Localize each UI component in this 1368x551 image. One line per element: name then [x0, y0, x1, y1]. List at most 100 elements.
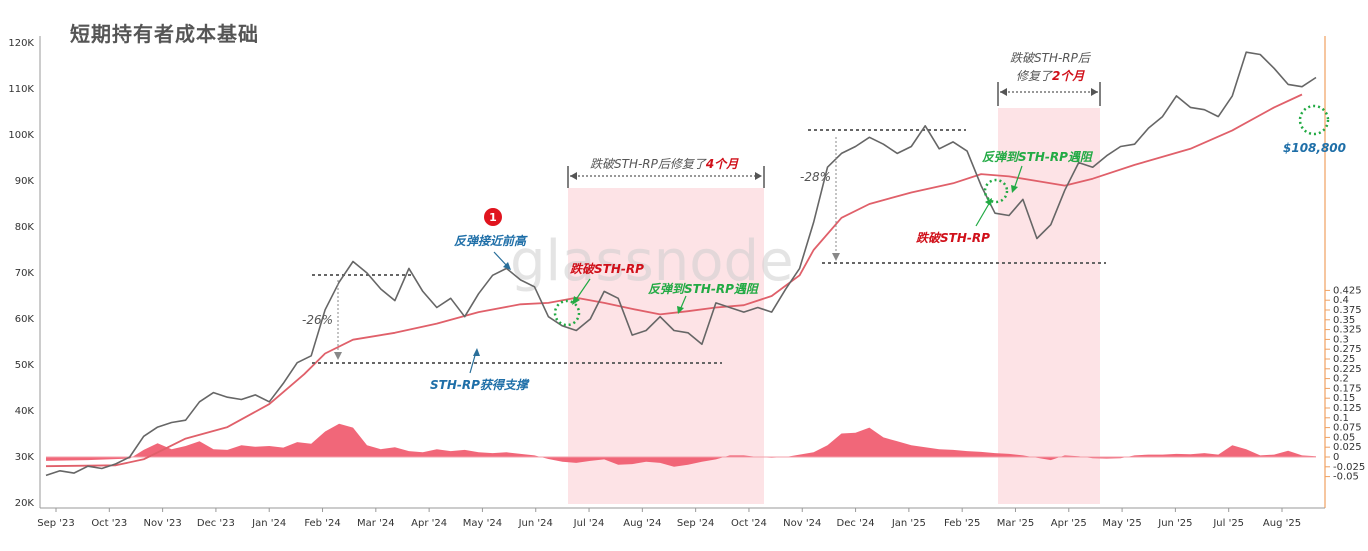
break-circle-2024: [553, 299, 581, 327]
y-right-tick: 0.05: [1333, 432, 1355, 443]
x-tick: May '25: [1102, 518, 1141, 529]
arrow-a2-head: [473, 348, 480, 356]
y-right-tick: 0.25: [1333, 354, 1355, 365]
series-price-line: [45, 51, 1317, 477]
y-left-tick: 40K: [15, 406, 35, 417]
y-left-tick: 110K: [8, 84, 34, 95]
span-right-arrow-2025: [1091, 88, 1098, 96]
annotation-drop-26: -26%: [302, 313, 333, 327]
annotation-recovery-4-months-prefix: 跌破STH-RP后修复了: [590, 157, 707, 171]
y-right-tick: 0.35: [1333, 315, 1355, 326]
y-right-tick: 0.425: [1333, 285, 1362, 296]
x-tick: Jun '25: [1157, 518, 1192, 529]
x-tick: Aug '24: [623, 518, 661, 529]
x-tick: Nov '23: [144, 518, 182, 529]
annotation-recovery-2-months: 修复了2个月: [1016, 69, 1085, 83]
annotation-rebound-near-high: 反弹接近前高: [454, 234, 528, 248]
y-right-tick: 0.325: [1333, 325, 1362, 336]
x-tick: Feb '24: [304, 518, 340, 529]
annotation-sth-rp-support: STH-RP获得支撑: [430, 378, 530, 392]
series-layer: [45, 51, 1317, 477]
watermark: glassnode: [510, 229, 794, 294]
arrow-a10-head: [1011, 185, 1018, 193]
y-right-tick: 0.025: [1333, 442, 1362, 453]
y-right-tick: 0.125: [1333, 403, 1362, 414]
x-tick: Dec '24: [837, 518, 875, 529]
series-area: [46, 423, 1316, 467]
y-left-tick: 70K: [15, 268, 35, 279]
y-right-tick: 0.375: [1333, 305, 1362, 316]
annotation-break-sth-rp-2024: 跌破STH-RP: [570, 262, 644, 276]
x-tick: Jan '24: [251, 518, 286, 529]
arrow-a6-head: [677, 306, 684, 314]
span-right-arrow-2024: [755, 172, 762, 180]
y-left-tick: 90K: [15, 176, 35, 187]
x-tick: Jul '25: [1212, 518, 1244, 529]
x-tick: Jul '24: [573, 518, 605, 529]
y-right-tick: 0.4: [1333, 295, 1349, 306]
x-tick: Mar '24: [357, 518, 395, 529]
arrow-a11-head: [985, 198, 992, 206]
x-tick: Jun '24: [518, 518, 553, 529]
y-right-tick: 0: [1333, 452, 1339, 463]
annotation-after-break-2025: 跌破STH-RP后: [1010, 51, 1092, 65]
annotation-break-sth-rp-2025: 跌破STH-RP: [916, 231, 990, 245]
y-right-tick: 0.225: [1333, 364, 1362, 375]
x-tick: Oct '23: [91, 518, 127, 529]
x-ticks: Sep '23 Oct '23 Nov '23 Dec '23 Jan '24 Feb '…: [37, 508, 1301, 529]
end-circle: [1298, 104, 1330, 136]
annotation-rebound-resisted-2024: 反弹到STH-RP遇阻: [648, 282, 760, 296]
annotation-rebound-resisted-2025: 反弹到STH-RP遇阻: [982, 150, 1094, 164]
end-value-label: $108,800: [1283, 141, 1346, 155]
ref-drop-2025-arrow: [832, 253, 840, 261]
y-right-tick: 0.2: [1333, 374, 1349, 385]
y-left-tick: 50K: [15, 360, 35, 371]
span-left-arrow-2024: [570, 172, 577, 180]
y-right-tick: 0.175: [1333, 383, 1362, 394]
y-left-ticks: 20K 30K 40K 50K 60K 70K 80K 90K 100K 110K 120K: [8, 38, 34, 509]
x-tick: Sep '23: [37, 518, 75, 529]
shade-period-2025: [998, 108, 1100, 504]
marker-1-label: 1: [489, 211, 497, 224]
x-tick: Feb '25: [944, 518, 980, 529]
x-tick: Sep '24: [677, 518, 715, 529]
arrow-a10: [1013, 165, 1023, 190]
y-right-tick: 0.075: [1333, 423, 1362, 434]
annotation-recovery-2-months-highlight: 2个月: [1052, 69, 1085, 83]
y-right-tick: 0.1: [1333, 413, 1349, 424]
y-right-tick: -0.025: [1333, 462, 1365, 473]
annotation-recovery-4-months: 跌破STH-RP后修复了4个月: [590, 157, 739, 171]
arrow-a5: [574, 278, 591, 302]
chart-title: 短期持有者成本基础: [70, 22, 259, 46]
x-tick: Aug '25: [1263, 518, 1301, 529]
x-tick: Nov '24: [783, 518, 821, 529]
x-tick: Oct '24: [731, 518, 767, 529]
y-left-tick: 100K: [8, 130, 34, 141]
y-right-ticks: -0.05-0.02500.0250.050.0750.10.1250.150.…: [1325, 285, 1365, 483]
y-left-tick: 60K: [15, 314, 35, 325]
x-tick: Mar '25: [997, 518, 1035, 529]
arrow-a5-head: [572, 296, 580, 305]
span-left-arrow-2025: [1000, 88, 1007, 96]
ref-drop-2024-arrow: [334, 352, 342, 360]
x-tick: Apr '24: [411, 518, 447, 529]
y-left-tick: 80K: [15, 222, 35, 233]
x-tick: Apr '25: [1051, 518, 1087, 529]
y-left-tick: 20K: [15, 498, 35, 509]
series-sth-rp-line: [45, 93, 1303, 468]
shade-period-2024: [568, 188, 764, 504]
y-right-tick: 0.3: [1333, 334, 1349, 345]
annotation-recovery-2-months-prefix: 修复了: [1016, 69, 1053, 83]
x-tick: Dec '23: [197, 518, 235, 529]
x-tick: Jan '25: [891, 518, 926, 529]
arrow-a1-head: [503, 262, 511, 270]
y-left-tick: 120K: [8, 38, 34, 49]
arrow-a11: [975, 201, 991, 227]
y-left-tick: 30K: [15, 452, 35, 463]
break-circle-2025: [983, 178, 1009, 204]
x-tick: May '24: [463, 518, 502, 529]
annotation-recovery-4-months-highlight: 4个月: [705, 157, 739, 171]
annotation-drop-28: -28%: [800, 170, 831, 184]
y-right-tick: 0.275: [1333, 344, 1362, 355]
